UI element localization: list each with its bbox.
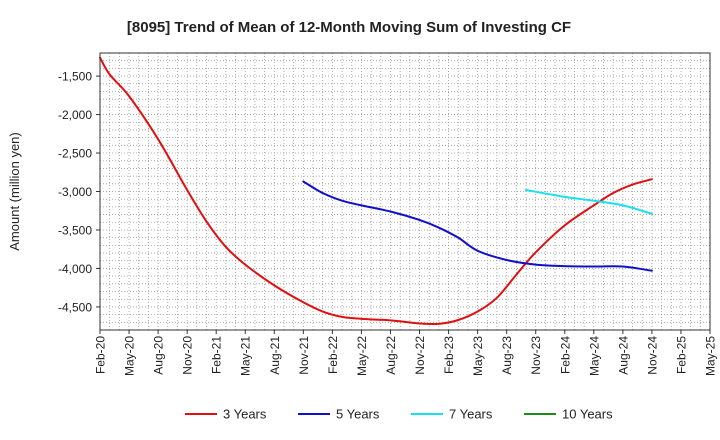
legend-label-5-years: 5 Years [336,407,380,422]
y-axis-label: Amount (million yen) [7,132,22,251]
x-tick-label: Aug-22 [384,336,398,375]
x-tick-label: Aug-24 [616,336,630,375]
x-tick-label: Nov-24 [645,336,659,375]
x-tick-label: Nov-21 [297,336,311,375]
series-line-7-years [525,188,653,215]
chart-title: [8095] Trend of Mean of 12-Month Moving … [127,19,571,36]
y-tick-label: -3,500 [58,223,92,237]
x-tick-label: Nov-22 [413,336,427,375]
series-layer [99,56,653,326]
plot-frame [99,52,711,331]
y-tick-label: -4,000 [58,262,92,276]
y-tick-label: -2,500 [58,147,92,161]
y-tick-label: -4,500 [58,300,92,314]
series-line-3-years [99,56,653,326]
x-tick-label: May-20 [123,336,137,376]
x-tick-label: Feb-25 [674,336,688,374]
x-tick-label: Nov-23 [529,336,543,375]
x-tick-label: Aug-23 [500,336,514,375]
y-tick-label: -2,000 [58,108,92,122]
x-tick-label: May-22 [355,336,369,376]
y-tick-label: -1,500 [58,70,92,84]
x-tick-label: Feb-21 [210,336,224,374]
x-tick-label: Feb-24 [558,336,572,374]
y-ticks: -1,500 -2,000 -2,500 -3,000 -3,500 -4,000 -4,5… [58,70,100,314]
x-tick-label: May-24 [587,336,601,376]
x-tick-label: Feb-20 [94,336,108,374]
legend-label-10-years: 10 Years [562,407,613,422]
x-tick-label: Aug-21 [268,336,282,375]
x-ticks: Feb-20 May-20 Aug-20 Nov-20 Feb-21 May-21 Aug-… [94,330,718,376]
legend-label-3-years: 3 Years [223,407,267,422]
series-line-5-years [302,180,653,272]
x-tick-label: Feb-22 [326,336,340,374]
x-tick-label: May-25 [704,336,718,376]
x-tick-label: Feb-23 [442,336,456,374]
x-tick-label: May-23 [471,336,485,376]
x-tick-label: May-21 [239,336,253,376]
grid [99,52,711,331]
legend: 3 Years 5 Years 7 Years 10 Years [185,407,613,422]
legend-label-7-years: 7 Years [449,407,493,422]
x-tick-label: Aug-20 [152,336,166,375]
x-tick-label: Nov-20 [181,336,195,375]
y-tick-label: -3,000 [58,185,92,199]
